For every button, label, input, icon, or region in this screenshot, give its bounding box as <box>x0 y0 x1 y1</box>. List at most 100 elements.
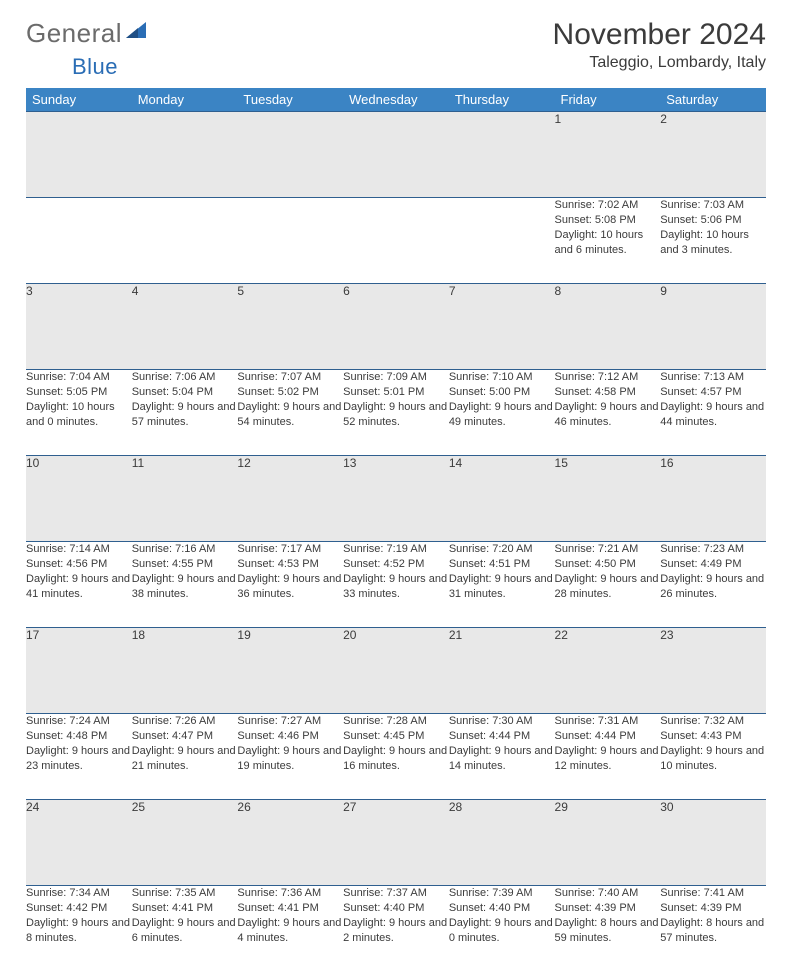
daynum-row: 17181920212223 <box>26 628 766 714</box>
day-cell: Sunrise: 7:20 AMSunset: 4:51 PMDaylight:… <box>449 542 555 628</box>
day-number: 1 <box>555 112 661 198</box>
day-cell: Sunrise: 7:04 AMSunset: 5:05 PMDaylight:… <box>26 370 132 456</box>
sunrise-line: Sunrise: 7:20 AM <box>449 542 555 557</box>
sunrise-line: Sunrise: 7:03 AM <box>660 198 766 213</box>
sunrise-line: Sunrise: 7:17 AM <box>237 542 343 557</box>
sunrise-line: Sunrise: 7:21 AM <box>555 542 661 557</box>
sunset-line: Sunset: 4:50 PM <box>555 557 661 572</box>
day-cell: Sunrise: 7:14 AMSunset: 4:56 PMDaylight:… <box>26 542 132 628</box>
sunrise-line: Sunrise: 7:36 AM <box>237 886 343 901</box>
daylight-line: Daylight: 9 hours and 44 minutes. <box>660 400 766 430</box>
sunset-line: Sunset: 5:08 PM <box>555 213 661 228</box>
daylight-line: Daylight: 10 hours and 3 minutes. <box>660 228 766 258</box>
day-cell: Sunrise: 7:10 AMSunset: 5:00 PMDaylight:… <box>449 370 555 456</box>
col-friday: Friday <box>555 88 661 112</box>
day-cell: Sunrise: 7:06 AMSunset: 5:04 PMDaylight:… <box>132 370 238 456</box>
col-tuesday: Tuesday <box>237 88 343 112</box>
sunrise-line: Sunrise: 7:09 AM <box>343 370 449 385</box>
daylight-line: Daylight: 9 hours and 33 minutes. <box>343 572 449 602</box>
day-number: 29 <box>555 800 661 886</box>
day-number: 17 <box>26 628 132 714</box>
daylight-line: Daylight: 9 hours and 36 minutes. <box>237 572 343 602</box>
daylight-line: Daylight: 9 hours and 23 minutes. <box>26 744 132 774</box>
day-cell: Sunrise: 7:28 AMSunset: 4:45 PMDaylight:… <box>343 714 449 800</box>
sunrise-line: Sunrise: 7:28 AM <box>343 714 449 729</box>
day-cell: Sunrise: 7:40 AMSunset: 4:39 PMDaylight:… <box>555 886 661 972</box>
logo-word-1: General <box>26 18 122 49</box>
sunrise-line: Sunrise: 7:23 AM <box>660 542 766 557</box>
sunrise-line: Sunrise: 7:14 AM <box>26 542 132 557</box>
sunset-line: Sunset: 4:46 PM <box>237 729 343 744</box>
day-body-row: Sunrise: 7:14 AMSunset: 4:56 PM Daylight:… <box>26 542 766 628</box>
sunset-line: Sunset: 4:53 PM <box>237 557 343 572</box>
daylight-line: Daylight: 10 hours and 6 minutes. <box>555 228 661 258</box>
daylight-line: Daylight: 9 hours and 52 minutes. <box>343 400 449 430</box>
col-thursday: Thursday <box>449 88 555 112</box>
sunset-line: Sunset: 4:45 PM <box>343 729 449 744</box>
title-block: November 2024 Taleggio, Lombardy, Italy <box>553 18 766 72</box>
sunrise-line: Sunrise: 7:30 AM <box>449 714 555 729</box>
day-cell: Sunrise: 7:12 AMSunset: 4:58 PMDaylight:… <box>555 370 661 456</box>
daylight-line: Daylight: 9 hours and 0 minutes. <box>449 916 555 946</box>
day-cell: Sunrise: 7:17 AMSunset: 4:53 PMDaylight:… <box>237 542 343 628</box>
daylight-line: Daylight: 9 hours and 16 minutes. <box>343 744 449 774</box>
sunrise-line: Sunrise: 7:41 AM <box>660 886 766 901</box>
logo-sail-icon <box>124 20 148 40</box>
sunset-line: Sunset: 4:42 PM <box>26 901 132 916</box>
day-cell: Sunrise: 7:02 AMSunset: 5:08 PMDaylight:… <box>555 198 661 284</box>
daylight-line: Daylight: 8 hours and 57 minutes. <box>660 916 766 946</box>
day-number <box>132 112 238 198</box>
day-number: 11 <box>132 456 238 542</box>
sunset-line: Sunset: 4:44 PM <box>555 729 661 744</box>
sunrise-line: Sunrise: 7:12 AM <box>555 370 661 385</box>
day-number: 7 <box>449 284 555 370</box>
sunset-line: Sunset: 4:47 PM <box>132 729 238 744</box>
day-cell: Sunrise: 7:31 AMSunset: 4:44 PMDaylight:… <box>555 714 661 800</box>
sunset-line: Sunset: 4:57 PM <box>660 385 766 400</box>
day-cell: Sunrise: 7:27 AMSunset: 4:46 PMDaylight:… <box>237 714 343 800</box>
daylight-line: Daylight: 9 hours and 10 minutes. <box>660 744 766 774</box>
sunset-line: Sunset: 4:40 PM <box>449 901 555 916</box>
daylight-line: Daylight: 9 hours and 21 minutes. <box>132 744 238 774</box>
day-cell <box>132 198 238 284</box>
daylight-line: Daylight: 9 hours and 8 minutes. <box>26 916 132 946</box>
day-number: 13 <box>343 456 449 542</box>
day-cell: Sunrise: 7:03 AMSunset: 5:06 PMDaylight:… <box>660 198 766 284</box>
day-cell: Sunrise: 7:13 AMSunset: 4:57 PMDaylight:… <box>660 370 766 456</box>
sunset-line: Sunset: 4:41 PM <box>237 901 343 916</box>
daylight-line: Daylight: 9 hours and 31 minutes. <box>449 572 555 602</box>
sunrise-line: Sunrise: 7:39 AM <box>449 886 555 901</box>
day-number: 25 <box>132 800 238 886</box>
day-cell: Sunrise: 7:19 AMSunset: 4:52 PMDaylight:… <box>343 542 449 628</box>
sunrise-line: Sunrise: 7:37 AM <box>343 886 449 901</box>
col-wednesday: Wednesday <box>343 88 449 112</box>
day-number: 23 <box>660 628 766 714</box>
sunset-line: Sunset: 4:39 PM <box>660 901 766 916</box>
day-number <box>237 112 343 198</box>
day-number: 22 <box>555 628 661 714</box>
sunset-line: Sunset: 4:56 PM <box>26 557 132 572</box>
sunset-line: Sunset: 4:39 PM <box>555 901 661 916</box>
sunrise-line: Sunrise: 7:24 AM <box>26 714 132 729</box>
month-title: November 2024 <box>553 18 766 52</box>
sunrise-line: Sunrise: 7:35 AM <box>132 886 238 901</box>
col-saturday: Saturday <box>660 88 766 112</box>
daylight-line: Daylight: 10 hours and 0 minutes. <box>26 400 132 430</box>
daylight-line: Daylight: 9 hours and 12 minutes. <box>555 744 661 774</box>
day-number: 4 <box>132 284 238 370</box>
logo-word-2: Blue <box>72 54 118 80</box>
sunrise-line: Sunrise: 7:16 AM <box>132 542 238 557</box>
day-cell: Sunrise: 7:24 AMSunset: 4:48 PMDaylight:… <box>26 714 132 800</box>
sunrise-line: Sunrise: 7:40 AM <box>555 886 661 901</box>
daynum-row: 3456789 <box>26 284 766 370</box>
daylight-line: Daylight: 9 hours and 6 minutes. <box>132 916 238 946</box>
daylight-line: Daylight: 9 hours and 57 minutes. <box>132 400 238 430</box>
sunset-line: Sunset: 4:43 PM <box>660 729 766 744</box>
day-number <box>26 112 132 198</box>
sunset-line: Sunset: 4:40 PM <box>343 901 449 916</box>
sunrise-line: Sunrise: 7:34 AM <box>26 886 132 901</box>
col-monday: Monday <box>132 88 238 112</box>
sunrise-line: Sunrise: 7:02 AM <box>555 198 661 213</box>
sunrise-line: Sunrise: 7:06 AM <box>132 370 238 385</box>
sunrise-line: Sunrise: 7:10 AM <box>449 370 555 385</box>
